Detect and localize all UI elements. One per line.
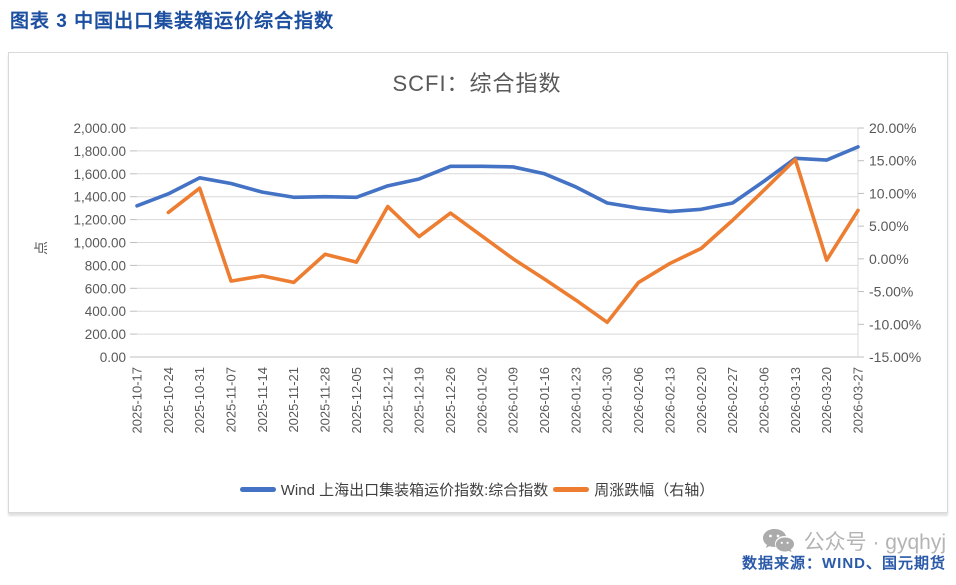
data-source: 数据来源：WIND、国元期货: [742, 555, 946, 572]
legend-label-weekly-change: 周涨跌幅（右轴）: [594, 482, 715, 499]
watermark-text: 公众号 · gyqhyj: [803, 531, 946, 554]
legend-swatch-blue: [239, 487, 276, 492]
legend-item-weekly-change: 周涨跌幅（右轴）: [553, 479, 714, 500]
watermark: 公众号 · gyqhyj: [762, 526, 946, 556]
chart-legend: Wind 上海出口集装箱运价指数:综合指数 周涨跌幅（右轴）: [8, 479, 946, 500]
chart-title: SCFI：综合指数: [392, 71, 562, 96]
legend-label-composite-index: Wind 上海出口集装箱运价指数:综合指数: [280, 482, 549, 499]
legend-item-composite-index: Wind 上海出口集装箱运价指数:综合指数: [239, 479, 549, 500]
chart-frame: [8, 52, 948, 513]
legend-swatch-orange: [553, 487, 590, 492]
figure-title: 图表 3 中国出口集装箱运价综合指数: [10, 11, 335, 32]
wechat-icon: [762, 529, 794, 552]
